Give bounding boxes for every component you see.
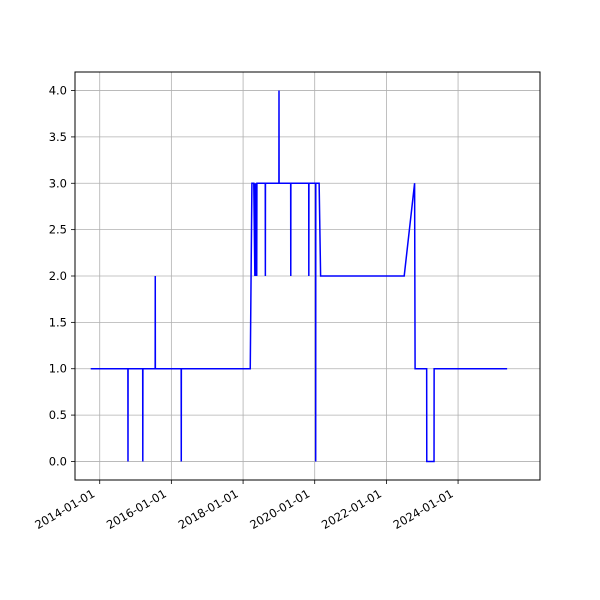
y-tick-label: 2.0 bbox=[49, 269, 67, 283]
y-tick-label: 1.0 bbox=[49, 362, 67, 376]
y-tick-label: 3.5 bbox=[49, 130, 67, 144]
series-line bbox=[90, 90, 508, 463]
y-tick-label: 4.0 bbox=[49, 84, 67, 98]
y-tick-label: 0.0 bbox=[49, 454, 67, 468]
y-tick-label: 1.5 bbox=[49, 315, 67, 329]
y-tick-label: 3.0 bbox=[49, 176, 67, 190]
y-axis: 0.0 0.5 1.0 1.5 2.0 2.5 3.0 3.5 4.0 bbox=[49, 84, 75, 468]
series-layer bbox=[90, 90, 508, 463]
y-tick-label: 0.5 bbox=[49, 408, 67, 422]
y-tick-label: 2.5 bbox=[49, 223, 67, 237]
